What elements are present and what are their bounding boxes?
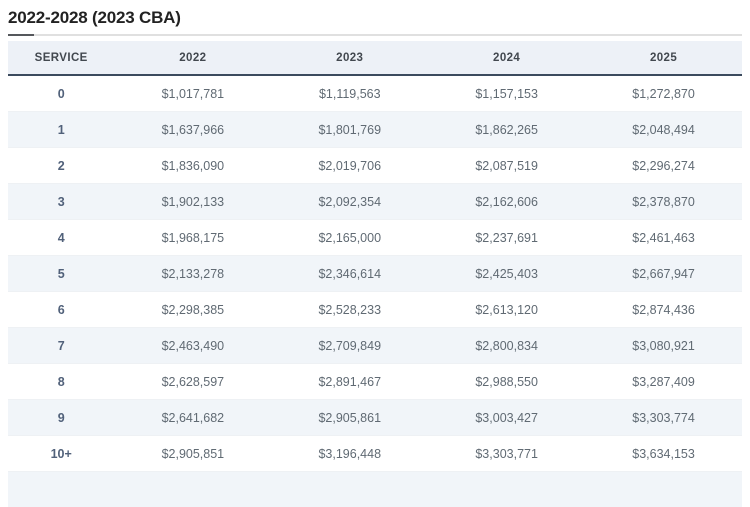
salary-cell-2025: $3,303,774 (585, 400, 742, 436)
table-row-service-5: 5$2,133,278$2,346,614$2,425,403$2,667,94… (8, 256, 742, 292)
salary-cell-2025: $2,296,274 (585, 148, 742, 184)
salary-cell-2025: $2,874,436 (585, 292, 742, 328)
salary-cell-2022: $1,902,133 (114, 184, 271, 220)
salary-cell-2022: $2,463,490 (114, 328, 271, 364)
salary-cell-2024: $2,988,550 (428, 364, 585, 400)
salary-cell-2023: $2,092,354 (271, 184, 428, 220)
salary-cell-2025: $2,667,947 (585, 256, 742, 292)
salary-cell-2025: $2,048,494 (585, 112, 742, 148)
title-divider (8, 34, 742, 36)
salary-cell (585, 472, 742, 507)
salary-cell-2025: $3,634,153 (585, 436, 742, 472)
title-divider-accent (8, 34, 34, 36)
table-row-service-3: 3$1,902,133$2,092,354$2,162,606$2,378,87… (8, 184, 742, 220)
salary-cell-2024: $2,800,834 (428, 328, 585, 364)
column-header-service: SERVICE (8, 41, 114, 75)
table-row-service-7: 7$2,463,490$2,709,849$2,800,834$3,080,92… (8, 328, 742, 364)
salary-cell-2025: $3,287,409 (585, 364, 742, 400)
salary-cell-2023: $2,019,706 (271, 148, 428, 184)
salary-cell-2022: $1,968,175 (114, 220, 271, 256)
column-header-2023: 2023 (271, 41, 428, 75)
salary-cell-2023: $2,346,614 (271, 256, 428, 292)
salary-cell-2024: $1,862,265 (428, 112, 585, 148)
salary-cell-2024: $3,003,427 (428, 400, 585, 436)
table-row-partial (8, 472, 742, 507)
salary-cell-2023: $1,801,769 (271, 112, 428, 148)
service-cell: 8 (8, 364, 114, 400)
salary-cell-2024: $2,162,606 (428, 184, 585, 220)
salary-cell-2022: $2,905,851 (114, 436, 271, 472)
salary-cell-2024: $2,237,691 (428, 220, 585, 256)
salary-cell-2022: $2,133,278 (114, 256, 271, 292)
table-row-service-10+: 10+$2,905,851$3,196,448$3,303,771$3,634,… (8, 436, 742, 472)
salary-cell-2023: $2,905,861 (271, 400, 428, 436)
salary-cell (271, 472, 428, 507)
table-row-service-9: 9$2,641,682$2,905,861$3,003,427$3,303,77… (8, 400, 742, 436)
service-cell: 0 (8, 75, 114, 112)
service-cell: 5 (8, 256, 114, 292)
table-row-service-1: 1$1,637,966$1,801,769$1,862,265$2,048,49… (8, 112, 742, 148)
service-cell: 10+ (8, 436, 114, 472)
salary-cell-2022: $1,836,090 (114, 148, 271, 184)
salary-cell-2025: $3,080,921 (585, 328, 742, 364)
service-cell: 3 (8, 184, 114, 220)
salary-cell-2022: $1,017,781 (114, 75, 271, 112)
salary-cell-2025: $1,272,870 (585, 75, 742, 112)
salary-cell-2025: $2,378,870 (585, 184, 742, 220)
service-cell: 6 (8, 292, 114, 328)
column-header-2025: 2025 (585, 41, 742, 75)
salary-cell-2024: $1,157,153 (428, 75, 585, 112)
salary-cell-2024: $2,613,120 (428, 292, 585, 328)
table-row-service-0: 0$1,017,781$1,119,563$1,157,153$1,272,87… (8, 75, 742, 112)
column-header-2024: 2024 (428, 41, 585, 75)
salary-cell-2023: $2,528,233 (271, 292, 428, 328)
salary-cell-2023: $3,196,448 (271, 436, 428, 472)
service-cell: 7 (8, 328, 114, 364)
salary-cell (428, 472, 585, 507)
table-row-service-2: 2$1,836,090$2,019,706$2,087,519$2,296,27… (8, 148, 742, 184)
salary-cell-2024: $2,087,519 (428, 148, 585, 184)
salary-cell-2023: $2,891,467 (271, 364, 428, 400)
salary-cell-2023: $1,119,563 (271, 75, 428, 112)
salary-cell-2025: $2,461,463 (585, 220, 742, 256)
service-cell: 4 (8, 220, 114, 256)
salary-cell (114, 472, 271, 507)
column-header-2022: 2022 (114, 41, 271, 75)
table-row-service-4: 4$1,968,175$2,165,000$2,237,691$2,461,46… (8, 220, 742, 256)
service-cell: 1 (8, 112, 114, 148)
service-cell: 2 (8, 148, 114, 184)
salary-cell-2023: $2,709,849 (271, 328, 428, 364)
salary-cell-2022: $2,298,385 (114, 292, 271, 328)
salary-cell-2022: $2,641,682 (114, 400, 271, 436)
salary-cell-2024: $3,303,771 (428, 436, 585, 472)
salary-cell-2024: $2,425,403 (428, 256, 585, 292)
salary-cell-2022: $1,637,966 (114, 112, 271, 148)
service-cell: 9 (8, 400, 114, 436)
salary-cell-2022: $2,628,597 (114, 364, 271, 400)
page-title: 2022-2028 (2023 CBA) (8, 8, 742, 28)
table-row-service-8: 8$2,628,597$2,891,467$2,988,550$3,287,40… (8, 364, 742, 400)
service-cell (8, 472, 114, 507)
salary-cell-2023: $2,165,000 (271, 220, 428, 256)
table-row-service-6: 6$2,298,385$2,528,233$2,613,120$2,874,43… (8, 292, 742, 328)
